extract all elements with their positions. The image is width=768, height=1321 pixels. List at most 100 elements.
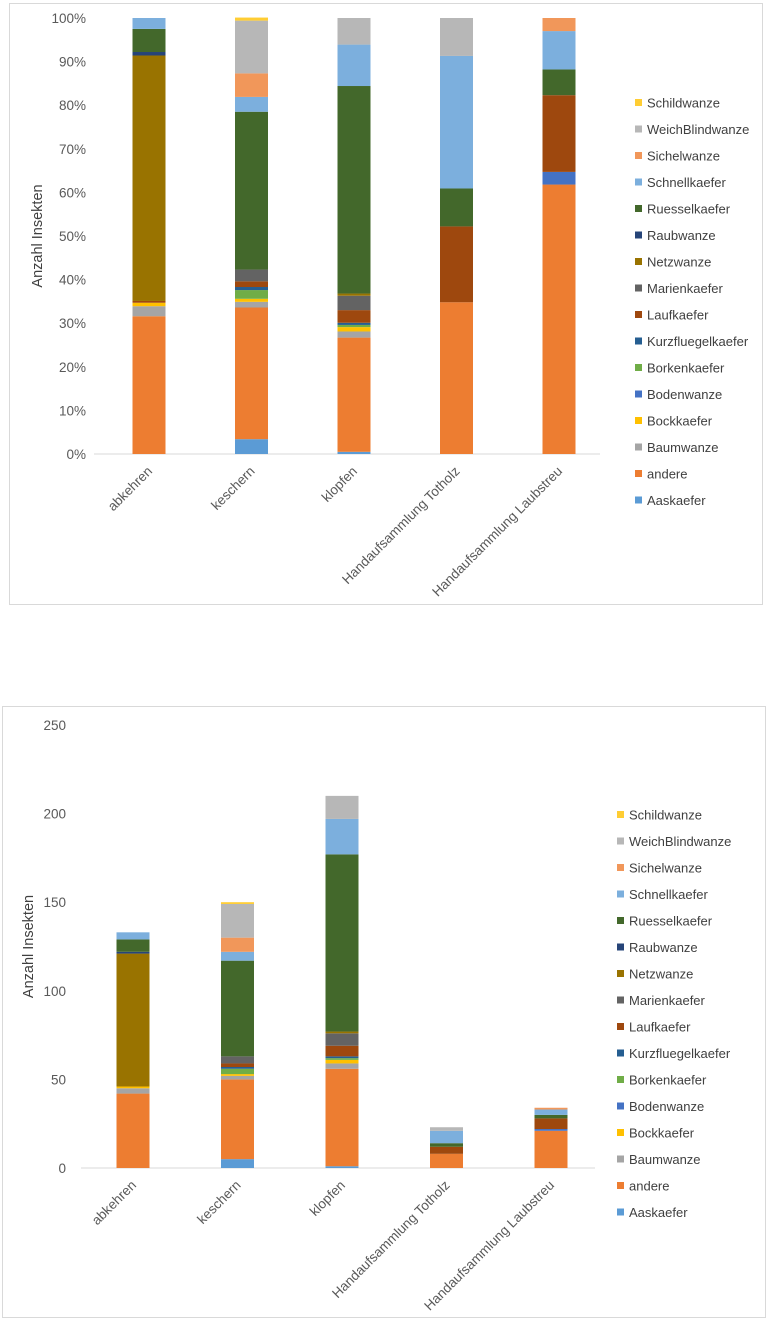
- bar-segment-andere: [440, 302, 473, 454]
- x-category-label: keschern: [208, 464, 257, 513]
- legend-swatch: [617, 1155, 624, 1163]
- legend-swatch: [617, 1129, 624, 1136]
- y-tick-label: 100: [43, 984, 66, 999]
- y-tick-label: 10%: [59, 403, 86, 418]
- bar-segment-laufkaefer: [430, 1146, 463, 1154]
- legend-label: Baumwanze: [647, 440, 719, 455]
- bar-segment-laufkaefer: [235, 281, 268, 288]
- x-category-label: keschern: [194, 1178, 243, 1227]
- bar-segment-aaskaefer: [337, 451, 371, 454]
- bar-segment-sichelwanze: [542, 18, 576, 32]
- legend-label: Ruesselkaefer: [647, 202, 731, 217]
- bar-segment-netzwanze: [337, 293, 371, 296]
- legend-swatch: [617, 1182, 624, 1189]
- bar-segment-bodenwanze: [542, 171, 576, 185]
- bar-segment-sichelwanze: [221, 937, 254, 952]
- bar-segment-schnellkaefer: [440, 55, 473, 189]
- legend-label: Baumwanze: [629, 1152, 701, 1167]
- legend-swatch: [617, 1208, 624, 1216]
- legend-label: Kurzfluegelkaefer: [647, 334, 749, 349]
- bar-segment-bockkaefer: [132, 302, 166, 307]
- legend-swatch: [617, 837, 624, 845]
- legend-label: Marienkaefer: [629, 993, 706, 1008]
- y-tick-label: 30%: [59, 316, 86, 331]
- bar-segment-schnellkaefer: [430, 1130, 463, 1144]
- bar-segment-laufkaefer: [534, 1118, 568, 1130]
- legend-swatch: [617, 811, 624, 818]
- bar-segment-baumwanze: [337, 331, 371, 338]
- bar-segment-laufkaefer: [337, 310, 371, 323]
- bar-segment-bockkaefer: [337, 327, 371, 332]
- bar-segment-sichelwanze: [235, 73, 268, 97]
- y-tick-label: 40%: [59, 273, 86, 288]
- bar-segment-kurzfluegelkaefer: [325, 1056, 359, 1059]
- bar-segment-ruesselkaefer: [337, 86, 371, 294]
- legend-label: Bockkaefer: [629, 1126, 695, 1141]
- bar-segment-ruesselkaefer: [325, 854, 359, 1032]
- bar-segment-weichblindwanze: [337, 18, 371, 45]
- legend-swatch: [617, 1049, 624, 1057]
- y-tick-label: 100%: [51, 11, 86, 26]
- legend-swatch: [635, 417, 642, 424]
- legend-label: Schnellkaefer: [629, 887, 708, 902]
- bar-segment-weichblindwanze: [221, 903, 254, 938]
- y-tick-label: 90%: [59, 55, 86, 70]
- bar-segment-andere: [325, 1068, 359, 1167]
- bar-segment-andere: [221, 1079, 254, 1160]
- x-category-label: abkehren: [89, 1178, 139, 1228]
- bar-segment-ruesselkaefer: [440, 188, 473, 227]
- bar-segment-netzwanze: [325, 1031, 359, 1034]
- bar-segment-schnellkaefer: [235, 96, 268, 112]
- legend-swatch: [617, 943, 624, 951]
- legend-swatch: [635, 390, 642, 398]
- bar-segment-bockkaefer: [325, 1059, 359, 1064]
- legend-swatch: [617, 996, 624, 1004]
- y-tick-label: 60%: [59, 185, 86, 200]
- y-tick-label: 0%: [66, 447, 86, 462]
- x-category-label: Handaufsammlung Totholz: [339, 463, 463, 587]
- legend-label: Raubwanze: [647, 228, 716, 243]
- legend-swatch: [617, 970, 624, 977]
- legend-swatch: [617, 864, 624, 871]
- bar-segment-andere: [116, 1093, 150, 1168]
- legend-swatch: [617, 1102, 624, 1110]
- bar-segment-laufkaefer: [132, 300, 166, 303]
- legend-swatch: [635, 231, 642, 239]
- legend-label: Schildwanze: [647, 96, 720, 111]
- bar-segment-borkenkaefer: [325, 1058, 359, 1060]
- y-tick-label: 0: [58, 1161, 66, 1176]
- bar-segment-andere: [542, 184, 576, 454]
- bar-segment-ruesselkaefer: [542, 69, 576, 96]
- x-category-label: klopfen: [307, 1178, 348, 1219]
- bar-segment-weichblindwanze: [440, 18, 473, 56]
- bar-segment-laufkaefer: [440, 226, 473, 303]
- bar-segment-schnellkaefer: [534, 1109, 568, 1115]
- bar-segment-baumwanze: [235, 301, 268, 308]
- bar-segment-aaskaefer: [235, 439, 268, 454]
- legend-label: Bockkaefer: [647, 414, 713, 429]
- bar-segment-laufkaefer: [325, 1045, 359, 1057]
- bar-segment-andere: [132, 316, 166, 454]
- y-tick-label: 70%: [59, 142, 86, 157]
- bar-segment-baumwanze: [132, 306, 166, 317]
- bar-segment-ruesselkaefer: [534, 1114, 568, 1119]
- chart-absolute-svg: 0 50 100 150 200 250 Anzahl Insekten abkehren ke…: [21, 718, 731, 1313]
- legend-label: Netzwanze: [629, 967, 693, 982]
- bar-segment-aaskaefer: [221, 1159, 254, 1168]
- legend-label: Aaskaefer: [629, 1205, 688, 1220]
- bar-segment-borkenkaefer: [221, 1068, 254, 1075]
- y-tick-label: 250: [43, 718, 66, 733]
- bar-segment-andere: [534, 1130, 568, 1168]
- legend-label: andere: [629, 1179, 669, 1194]
- legend-label: Kurzfluegelkaefer: [629, 1046, 731, 1061]
- legend-swatch: [635, 205, 642, 212]
- bar-segment-ruesselkaefer: [221, 960, 254, 1057]
- legend-label: WeichBlindwanze: [647, 122, 749, 137]
- y-tick-label: 200: [43, 807, 66, 822]
- bar-segment-kurzfluegelkaefer: [337, 322, 371, 325]
- legend-label: WeichBlindwanze: [629, 834, 731, 849]
- bar-segment-laufkaefer: [542, 95, 576, 172]
- bar-segment-weichblindwanze: [235, 20, 268, 74]
- bar-segment-schnellkaefer: [132, 18, 166, 29]
- bar-segment-borkenkaefer: [337, 324, 371, 328]
